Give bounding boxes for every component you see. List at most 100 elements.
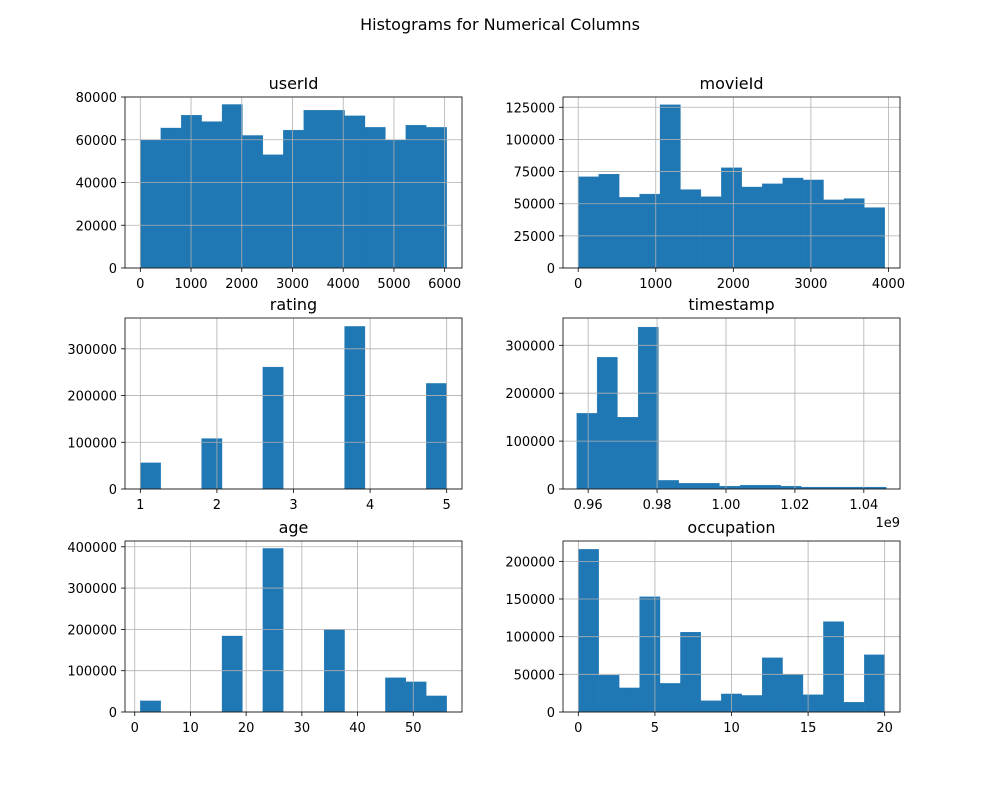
y-tick-label: 50000 <box>514 668 555 683</box>
panel-title: age <box>279 518 309 537</box>
histogram-bar <box>698 483 720 490</box>
x-tick-label: 20 <box>876 721 893 736</box>
histogram-bar <box>680 189 702 269</box>
panel-title: occupation <box>687 518 775 537</box>
histogram-bar <box>578 176 599 269</box>
x-tick-label: 5 <box>651 721 659 736</box>
histogram-bar <box>598 674 620 713</box>
x-tick-label: 4000 <box>327 277 360 292</box>
histogram-bar <box>802 179 824 269</box>
x-tick-label: 10 <box>182 721 199 736</box>
histogram-bar <box>680 631 702 713</box>
y-tick-label: 0 <box>547 262 555 277</box>
histogram-bar <box>617 417 639 490</box>
histogram-bar <box>140 700 161 713</box>
histogram-bar <box>741 695 763 713</box>
y-tick-label: 400000 <box>67 541 117 556</box>
histogram-bar <box>637 326 659 490</box>
panel-age: age 0 10 20 30 40 50 0 100000 200000 300000 400000 <box>67 518 463 736</box>
x-tick-label: 5 <box>443 498 451 513</box>
y-tick-label: 125000 <box>505 101 555 116</box>
x-tick-label: 1.04 <box>849 498 878 513</box>
histogram-bar <box>405 681 427 713</box>
figure-title: Histograms for Numerical Columns <box>360 15 640 34</box>
y-tick-label: 75000 <box>514 166 555 181</box>
x-tick-label: 0.96 <box>574 498 603 513</box>
x-tick-label: 15 <box>800 721 817 736</box>
y-tick-label: 20000 <box>76 219 117 234</box>
x-tick-label: 0 <box>131 721 139 736</box>
histogram-bar <box>426 127 447 269</box>
panel-movieId: movieId 0 1000 2000 3000 4000 0 25000 50000 75000… <box>505 74 905 292</box>
histogram-bar <box>823 199 845 269</box>
histogram-bar <box>843 198 865 269</box>
histogram-bar <box>344 115 366 269</box>
histogram-bar <box>221 635 243 713</box>
histogram-bar <box>782 674 804 713</box>
histogram-bar <box>823 621 844 713</box>
x-tick-label: 3 <box>289 498 297 513</box>
x-tick-label: 5000 <box>377 277 410 292</box>
y-tick-label: 100000 <box>67 665 117 680</box>
histogram-bar <box>405 125 427 269</box>
histogram-bar <box>262 366 284 490</box>
histogram-bar <box>140 139 161 269</box>
histogram-bar <box>262 548 284 713</box>
x-tick-label: 30 <box>294 721 311 736</box>
histogram-bar <box>780 485 802 490</box>
y-tick-label: 60000 <box>76 134 117 149</box>
y-tick-label: 100000 <box>505 631 555 646</box>
histogram-bar <box>385 677 406 713</box>
histogram-bar <box>864 207 885 269</box>
histogram-bar <box>160 127 182 269</box>
x-tick-label: 2000 <box>717 277 750 292</box>
histogram-bar <box>802 694 824 713</box>
histogram-bar <box>364 127 386 269</box>
y-tick-label: 300000 <box>67 582 117 597</box>
histogram-bar <box>659 104 681 269</box>
panel-rating: rating 1 2 3 4 5 0 100000 200000 300000 <box>67 295 463 513</box>
y-tick-label: 200000 <box>505 555 555 570</box>
y-tick-label: 50000 <box>514 198 555 213</box>
axes-frame <box>562 96 901 269</box>
panel-timestamp: timestamp 0.96 0.98 1.00 1.02 1.04 0 100000 2000… <box>505 295 901 531</box>
histogram-bar <box>576 413 598 490</box>
y-tick-label: 0 <box>547 483 555 498</box>
histogram-bar <box>385 139 406 269</box>
histogram-bar <box>864 654 885 713</box>
x-offset-label: 1e9 <box>875 516 900 531</box>
x-tick-label: 6000 <box>428 277 461 292</box>
x-tick-label: 3000 <box>794 277 827 292</box>
y-tick-label: 150000 <box>505 593 555 608</box>
histogram-bar <box>658 480 679 490</box>
histogram-bar <box>719 485 741 490</box>
x-tick-label: 20 <box>238 721 255 736</box>
panel-title: rating <box>270 295 317 314</box>
x-tick-label: 1000 <box>174 277 207 292</box>
x-tick-label: 2000 <box>225 277 258 292</box>
x-tick-label: 1.02 <box>780 498 809 513</box>
axes-frame <box>124 540 463 713</box>
x-tick-label: 50 <box>405 721 422 736</box>
y-tick-label: 100000 <box>505 435 555 450</box>
x-tick-label: 4000 <box>872 277 905 292</box>
histogram-bar <box>659 683 681 713</box>
histogram-bar <box>760 485 781 490</box>
x-tick-label: 0 <box>574 721 582 736</box>
panel-title: timestamp <box>688 295 774 314</box>
x-tick-label: 0.98 <box>643 498 672 513</box>
histogram-bar <box>201 438 223 490</box>
histogram-bar <box>700 196 722 269</box>
histogram-bar <box>678 483 700 490</box>
x-tick-label: 0 <box>574 277 582 292</box>
histogram-bar <box>721 167 742 269</box>
x-tick-label: 40 <box>349 721 366 736</box>
y-tick-label: 300000 <box>505 339 555 354</box>
histogram-bar <box>700 700 722 713</box>
x-tick-label: 1.00 <box>712 498 741 513</box>
y-tick-label: 80000 <box>76 91 117 106</box>
panel-title: userId <box>269 74 319 93</box>
histogram-bar <box>843 702 865 713</box>
